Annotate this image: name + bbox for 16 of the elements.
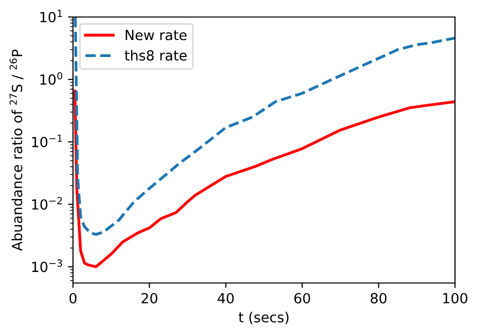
line-series: [74, 90, 455, 268]
y-tick-label: 10$^{0}$: [40, 72, 62, 85]
x-tick-label: 40: [218, 292, 234, 304]
x-tick-label: 100: [443, 292, 468, 304]
x-tick-label: 20: [142, 292, 158, 304]
x-tick-label: 80: [370, 292, 387, 304]
x-tick-label: 60: [294, 292, 310, 304]
y-tick-label: 10$^{1}$: [40, 10, 62, 22]
legend-label: ths8 rate: [124, 50, 187, 61]
y-axis-title: Abuandance ratio of $^{27}$S / $^{26}$P: [10, 50, 24, 251]
x-axis-title: t (secs): [238, 312, 288, 324]
y-tick-label: 10$^{−3}$: [32, 259, 62, 272]
x-tick-label: 0: [69, 292, 76, 304]
y-tick-label: 10$^{−1}$: [32, 134, 62, 148]
y-tick-label: 10$^{−2}$: [32, 196, 62, 210]
legend-label: New rate: [126, 30, 187, 40]
